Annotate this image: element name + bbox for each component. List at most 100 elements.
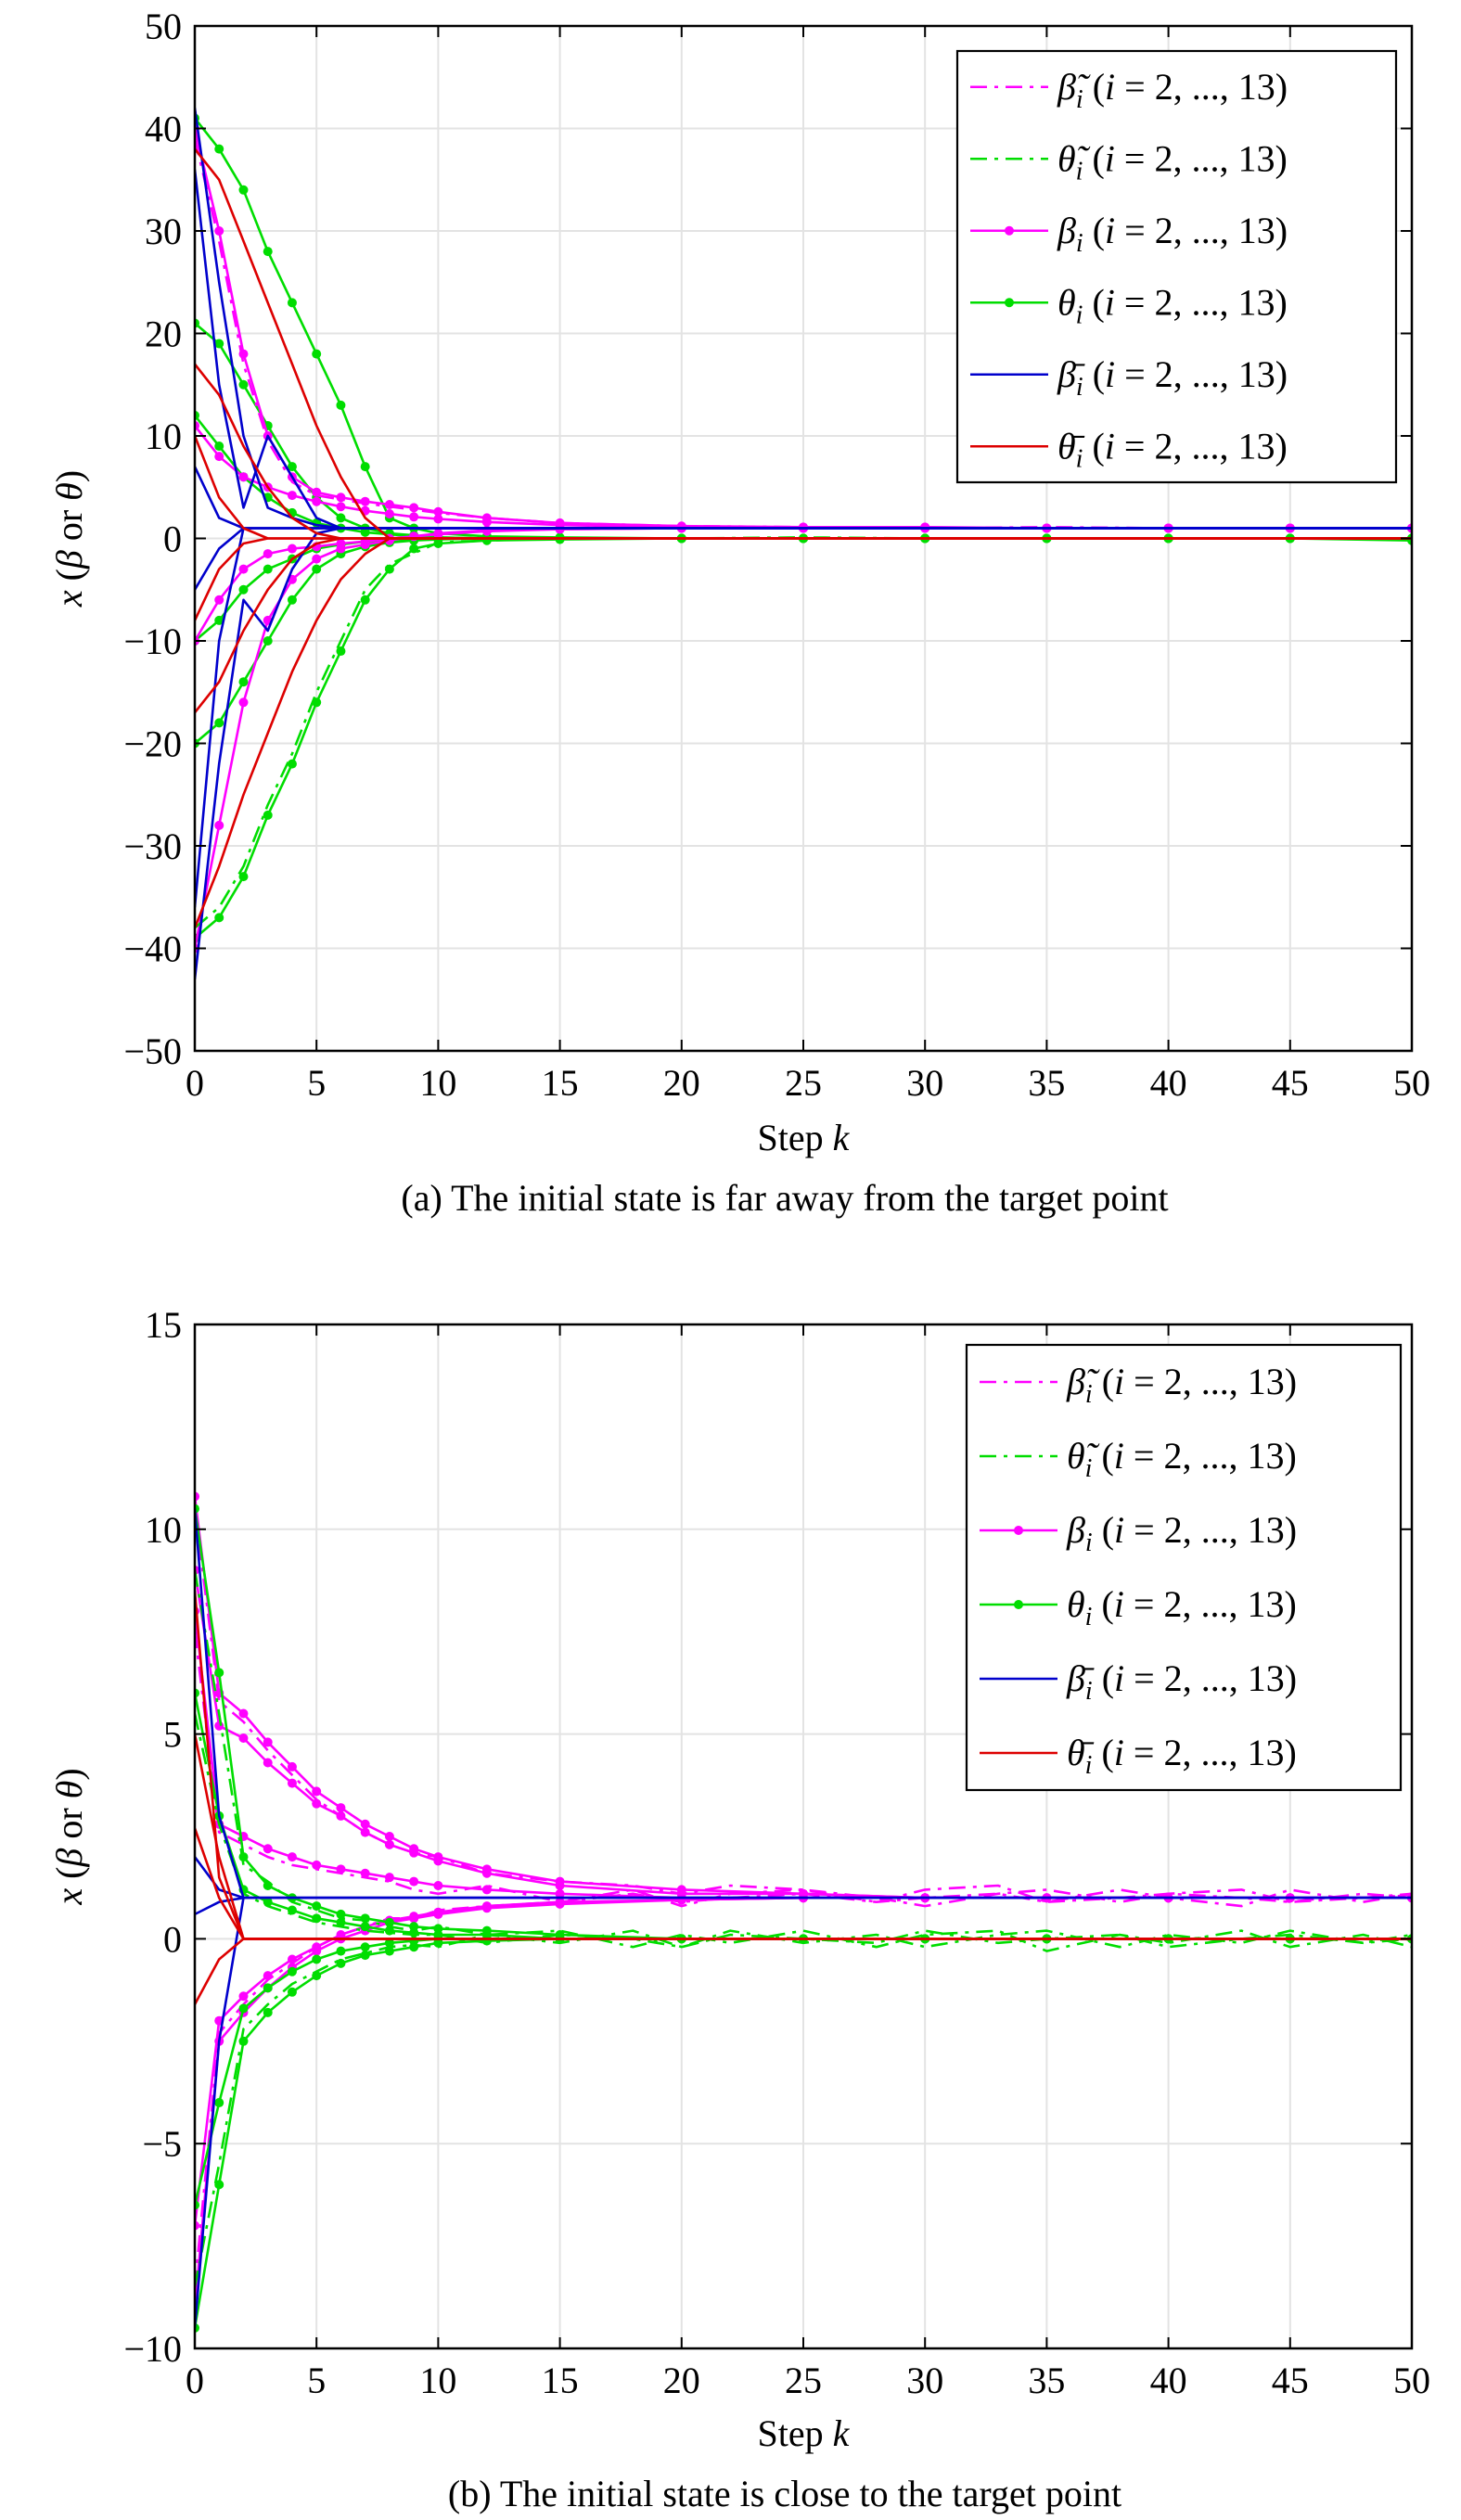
- y-axis-label: x (β or θ): [48, 470, 90, 608]
- figure-caption: (b) The initial state is close to the ta…: [448, 2473, 1121, 2514]
- data-point-beta: [287, 544, 297, 554]
- series-line-beta_tilde: [195, 1892, 1412, 2287]
- y-tick-label: 5: [163, 1714, 182, 1756]
- legend-label: θ̄i (i = 2, ..., 13): [1057, 425, 1288, 473]
- data-point-theta: [214, 913, 224, 923]
- chart-a: 0 5 10 15 20 25 30 35 40 45 50 −50 −40 −30 −20 −10 0 10 20…: [48, 6, 1430, 1219]
- series-group: [195, 1491, 1412, 2333]
- series-line-theta_bar: [195, 1938, 1412, 2005]
- data-point-theta: [238, 677, 249, 687]
- legend-label: β̄i (i = 2, ..., 13): [1066, 1657, 1297, 1706]
- legend-label: β̃i (i = 2, ..., 13): [1057, 66, 1288, 114]
- legend-label: βi (i = 2, ..., 13): [1057, 210, 1288, 258]
- data-point-beta: [263, 1844, 273, 1854]
- data-point-beta: [409, 512, 419, 522]
- series-line-beta_tilde: [195, 1631, 1412, 1908]
- x-tick-label: 25: [785, 2360, 822, 2401]
- data-point-theta: [214, 718, 224, 728]
- data-point-theta: [214, 441, 224, 452]
- data-point-beta: [214, 820, 224, 830]
- data-point-beta: [263, 549, 273, 559]
- data-point-beta: [214, 1721, 224, 1731]
- data-point-beta: [360, 1819, 370, 1829]
- x-tick-label: 20: [663, 2360, 700, 2401]
- legend-label: θi (i = 2, ..., 13): [1057, 281, 1288, 329]
- legend-label: βi (i = 2, ..., 13): [1066, 1509, 1297, 1557]
- data-point-theta: [287, 1987, 297, 1997]
- data-point-beta: [360, 1868, 370, 1878]
- y-tick-label: 50: [145, 6, 182, 47]
- data-point-beta: [433, 1880, 443, 1890]
- x-tick-label: 40: [1150, 2360, 1187, 2401]
- legend-label: θ̃i (i = 2, ..., 13): [1067, 1435, 1297, 1483]
- x-tick-label: 20: [663, 1062, 700, 1104]
- data-point-theta: [336, 646, 346, 657]
- data-point-theta: [360, 527, 370, 537]
- data-point-beta: [384, 1839, 394, 1849]
- legend-label: θi (i = 2, ..., 13): [1067, 1583, 1297, 1631]
- data-point-theta: [214, 2098, 224, 2108]
- data-point-beta: [238, 697, 249, 708]
- legend-box: [955, 49, 1398, 484]
- data-point-beta: [312, 554, 322, 564]
- x-tick-label: 5: [307, 2360, 326, 2401]
- data-point-beta: [287, 491, 297, 501]
- legend-marker: [1014, 1526, 1023, 1535]
- y-tick-label: −5: [142, 2123, 182, 2165]
- data-point-theta: [287, 759, 297, 769]
- data-point-beta: [409, 1912, 419, 1922]
- data-point-beta: [263, 1737, 273, 1747]
- data-point-theta: [360, 595, 370, 605]
- data-point-theta: [336, 1909, 346, 1919]
- y-tick-label: −10: [123, 620, 182, 662]
- chart-b: 0 5 10 15 20 25 30 35 40 45 50 −10 −5 0 5 10 15 Step k x (…: [48, 1304, 1430, 2514]
- data-point-beta: [287, 1778, 297, 1788]
- data-point-beta: [287, 1852, 297, 1862]
- x-tick-label: 15: [542, 2360, 579, 2401]
- data-point-beta: [214, 595, 224, 605]
- y-tick-label: −40: [123, 928, 182, 970]
- data-point-beta: [336, 539, 346, 549]
- data-point-theta: [214, 339, 224, 349]
- data-point-theta: [214, 2180, 224, 2190]
- data-point-beta: [555, 1880, 565, 1890]
- legend-marker: [1014, 1600, 1023, 1609]
- x-axis-label: Step k: [758, 2412, 851, 2454]
- data-point-beta: [336, 1803, 346, 1813]
- data-point-theta: [263, 636, 273, 646]
- data-point-beta: [433, 530, 443, 540]
- data-point-beta: [287, 1761, 297, 1772]
- data-point-beta: [409, 1876, 419, 1887]
- x-tick-label: 0: [186, 1062, 204, 1104]
- data-point-beta: [214, 452, 224, 462]
- y-tick-label: 0: [163, 1918, 182, 1960]
- legend-marker: [1005, 225, 1014, 236]
- data-point-beta: [481, 517, 492, 527]
- data-point-beta: [384, 508, 394, 518]
- data-point-beta: [312, 1860, 322, 1870]
- figure-caption: (a) The initial state is far away from t…: [401, 1177, 1168, 1219]
- data-point-theta: [263, 1983, 273, 1993]
- x-tick-label: 50: [1393, 2360, 1430, 2401]
- data-point-beta: [312, 496, 322, 506]
- x-tick-label: 10: [419, 1062, 456, 1104]
- y-tick-label: −50: [123, 1030, 182, 1072]
- legend-label: β̃i (i = 2, ..., 13): [1066, 1361, 1297, 1409]
- data-point-beta: [481, 1901, 492, 1912]
- data-point-beta: [238, 1991, 249, 2002]
- data-point-theta: [238, 379, 249, 390]
- data-point-beta: [409, 1848, 419, 1858]
- data-point-theta: [214, 144, 224, 154]
- y-tick-label: −20: [123, 723, 182, 765]
- y-tick-label: 10: [145, 1509, 182, 1551]
- legend: β̃i (i = 2, ..., 13) θ̃i (i = 2, ..., 13)…: [955, 49, 1398, 484]
- legend-marker: [1005, 298, 1014, 308]
- data-point-theta: [238, 185, 249, 195]
- data-point-beta: [263, 1758, 273, 1768]
- x-tick-label: 30: [906, 1062, 943, 1104]
- x-tick-label: 35: [1028, 2360, 1065, 2401]
- data-point-theta: [312, 349, 322, 359]
- y-tick-label: −10: [123, 2328, 182, 2370]
- data-point-theta: [287, 462, 297, 472]
